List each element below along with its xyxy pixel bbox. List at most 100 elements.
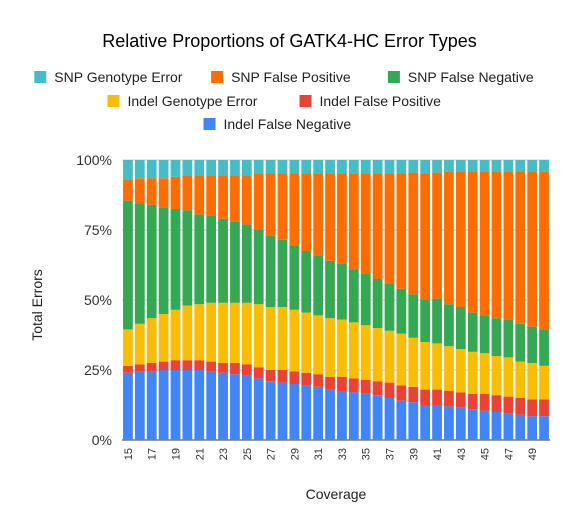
bar-indel-false-negative [241, 375, 252, 440]
x-tick-label: 21 [194, 448, 206, 460]
bar-snp-false-positive [146, 178, 157, 205]
bar-snp-genotype-error [408, 160, 419, 173]
x-tick-label: 29 [289, 448, 301, 460]
bar-snp-genotype-error [253, 160, 264, 174]
bar-indel-genotype-error [539, 365, 549, 400]
bar-snp-genotype-error [444, 160, 454, 172]
chart-title: Relative Proportions of GATK4-HC Error T… [102, 31, 476, 51]
legend: SNP Genotype Error SNP False Positive SNP … [34, 69, 534, 132]
bar-indel-genotype-error [170, 309, 181, 361]
bar-indel-false-negative [527, 416, 538, 440]
bar-snp-false-negative [253, 230, 264, 305]
bar-indel-false-negative [408, 402, 419, 440]
bar-indel-false-negative [158, 370, 169, 440]
bar-snp-false-negative [432, 298, 442, 344]
bar-snp-false-negative [372, 279, 383, 328]
bars [123, 160, 549, 440]
bar-indel-false-negative [123, 372, 133, 440]
legend-item-snp-false-positive: SNP False Positive [211, 69, 351, 85]
bar-snp-genotype-error [479, 160, 490, 172]
x-tick-label: 47 [503, 448, 515, 460]
x-tick-label: 25 [242, 448, 254, 460]
bar-indel-false-positive [134, 364, 145, 372]
bar-snp-false-positive [527, 171, 538, 327]
bar-snp-false-negative [182, 210, 193, 306]
bar-snp-false-negative [479, 315, 490, 354]
bar-indel-false-positive [503, 396, 514, 414]
bar-indel-false-positive [384, 382, 395, 398]
bar-snp-false-negative [491, 318, 502, 356]
bar-indel-false-positive [444, 391, 454, 407]
bar-indel-false-positive [527, 399, 538, 417]
bar-snp-genotype-error [194, 160, 205, 176]
legend-swatch [34, 71, 47, 83]
bar-snp-false-negative [301, 251, 312, 313]
bar-snp-false-negative [277, 239, 288, 307]
bar-indel-genotype-error [265, 307, 276, 370]
bar-snp-false-positive [444, 171, 454, 305]
bar-snp-genotype-error [301, 160, 312, 174]
bar-indel-false-positive [396, 385, 407, 401]
bar-indel-false-negative [253, 378, 264, 440]
bar-snp-false-positive [360, 174, 371, 274]
bar-indel-genotype-error [503, 357, 514, 397]
bar-indel-false-positive [170, 360, 181, 370]
bar-indel-false-positive [206, 361, 217, 372]
bar-indel-genotype-error [420, 342, 431, 390]
bar-snp-genotype-error [467, 160, 478, 172]
bar-snp-false-positive [337, 174, 347, 264]
bar-indel-false-positive [146, 363, 157, 372]
bar-snp-false-negative [241, 224, 252, 303]
bar-indel-false-positive [313, 374, 324, 387]
bar-indel-false-negative [301, 385, 312, 440]
bar-snp-genotype-error [348, 160, 359, 174]
bar-indel-false-negative [325, 389, 335, 440]
bar-snp-genotype-error [241, 160, 252, 176]
bar-snp-false-positive [467, 171, 478, 313]
y-tick-label: 50% [84, 292, 112, 308]
bar-indel-genotype-error [491, 356, 502, 396]
bar-indel-genotype-error [277, 307, 288, 370]
bar-indel-false-positive [265, 370, 276, 382]
bar-indel-false-negative [134, 371, 145, 440]
legend-swatch [387, 71, 400, 83]
bar-indel-false-positive [420, 389, 431, 405]
bar-snp-false-positive [241, 175, 252, 225]
legend-item-snp-false-negative: SNP False Negative [387, 69, 534, 85]
x-tick-label: 31 [313, 448, 325, 460]
x-tick-label: 27 [266, 448, 278, 460]
bar-indel-false-positive [408, 386, 419, 403]
bar-snp-genotype-error [372, 160, 383, 174]
bar-indel-false-negative [182, 370, 193, 440]
bar-snp-genotype-error [384, 160, 395, 174]
bar-indel-false-positive [337, 377, 347, 391]
bar-snp-false-negative [194, 214, 205, 305]
bar-snp-false-negative [360, 273, 371, 326]
bar-snp-false-positive [420, 174, 431, 300]
bar-indel-false-negative [146, 371, 157, 440]
x-tick-label: 19 [171, 448, 183, 460]
x-tick-label: 15 [123, 448, 135, 460]
bar-indel-genotype-error [455, 349, 466, 393]
bar-snp-genotype-error [396, 160, 407, 174]
bar-indel-false-negative [289, 384, 300, 440]
bar-indel-genotype-error [230, 302, 240, 363]
bar-snp-false-positive [372, 174, 383, 279]
bar-snp-genotype-error [313, 160, 324, 174]
bar-snp-false-negative [396, 288, 407, 334]
bar-snp-false-negative [170, 209, 181, 310]
x-axis-ticks: 15 17 19 21 23 25 27 29 31 33 35 37 39 41 43 45 47 49 [123, 448, 539, 460]
bar-snp-genotype-error [206, 160, 217, 176]
bar-indel-false-negative [337, 391, 347, 440]
bar-snp-false-positive [277, 174, 288, 240]
bar-snp-false-negative [539, 329, 549, 366]
bar-snp-genotype-error [182, 160, 193, 176]
bar-indel-false-positive [123, 365, 133, 373]
bar-snp-false-positive [384, 174, 395, 284]
bar-indel-false-negative [432, 405, 442, 440]
bar-snp-false-positive [218, 175, 228, 219]
x-tick-label: 43 [456, 448, 468, 460]
bar-snp-false-positive [289, 174, 300, 246]
bar-indel-false-negative [277, 382, 288, 440]
bar-indel-false-negative [503, 413, 514, 440]
